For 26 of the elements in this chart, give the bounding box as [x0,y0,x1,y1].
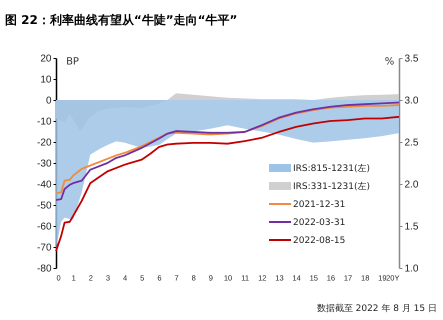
legend-label: 2022-08-15 [293,236,346,246]
chart-title: 图 22：利率曲线有望从“牛陡”走向“牛平” [5,13,238,27]
legend-label: 2021-12-31 [293,200,346,210]
y-tick-label: -10 [37,116,52,128]
y-tick-label: -80 [37,264,52,274]
y-tick-label: 0 [46,96,52,106]
text: 数据截至 2022 年 8 月 15 日 [316,303,437,314]
legend-label: IRS:815-1231(左) [293,163,370,174]
y-axis-title: BP [66,56,79,68]
y-tick-label: -50 [37,200,52,212]
y2-tick-label: 1.5 [404,222,419,232]
y-tick-label: 20 [40,54,52,64]
y2-tick-label: 2.0 [404,180,419,190]
y-tick-label: -70 [37,242,52,254]
y2-tick-label: 3.0 [404,96,419,106]
y2-axis-title: % [384,56,394,68]
y-tick-label: -20 [37,138,52,148]
legend-label: 2022-03-31 [293,218,346,228]
y2-tick-label: 2.5 [404,138,419,148]
y-tick-label: -30 [37,158,52,170]
legend-label: IRS:331-1231(左) [293,181,370,192]
y-tick-label: -40 [37,180,52,190]
y-tick-label: 10 [40,74,52,86]
y2-tick-label: 3.5 [404,54,419,64]
y-tick-label: -60 [37,222,52,232]
y2-tick-label: 1.0 [404,264,419,274]
